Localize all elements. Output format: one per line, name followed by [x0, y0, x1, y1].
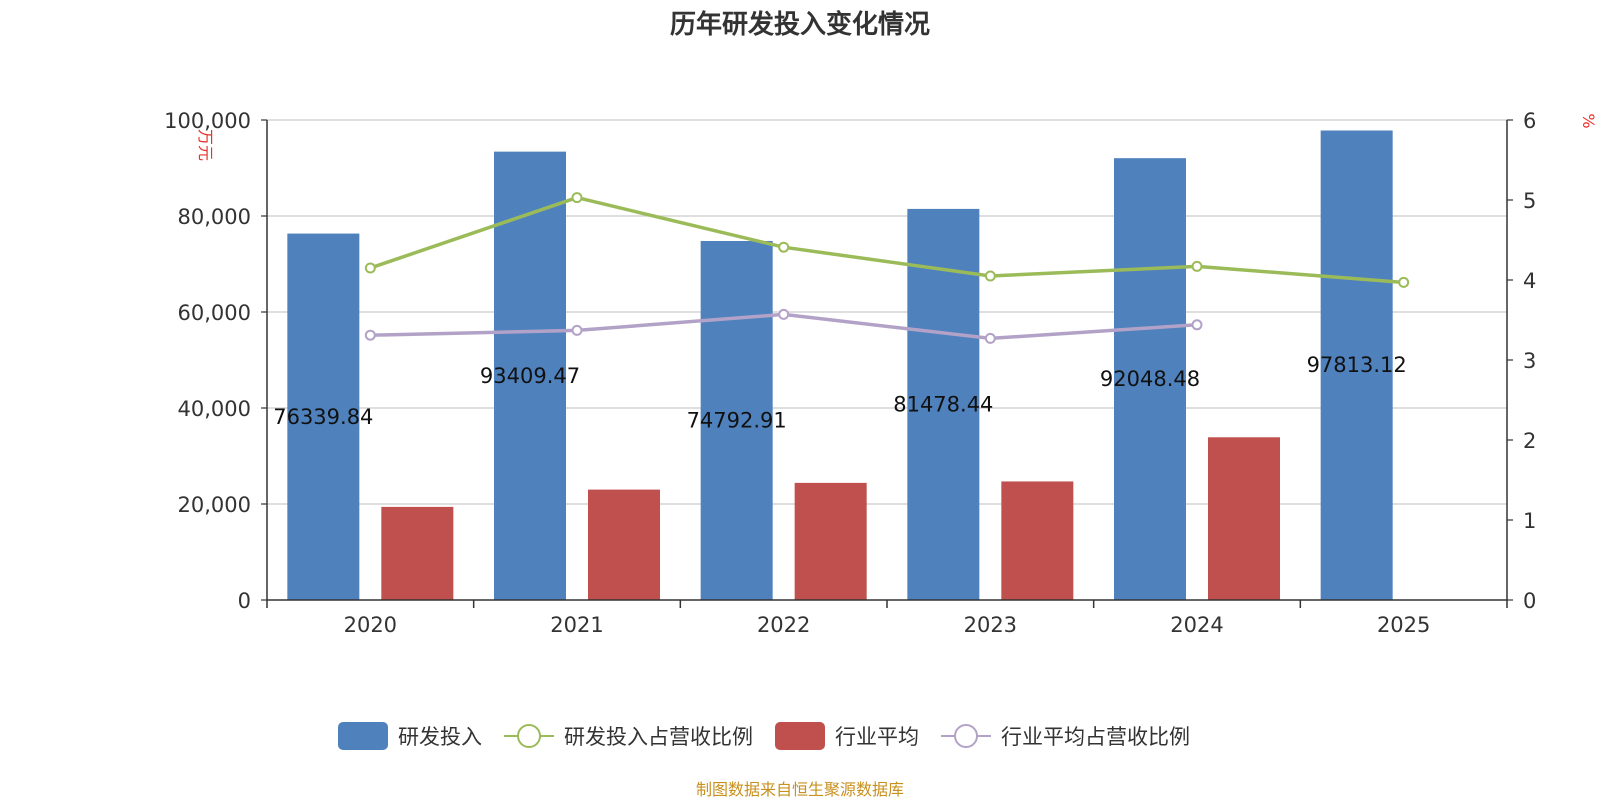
left-axis-tick-label: 40,000 — [178, 397, 251, 421]
bar-1-2024 — [1208, 437, 1280, 600]
line-point — [1398, 276, 1410, 288]
bar-0-2024 — [1114, 158, 1186, 600]
left-axis-tick-label: 80,000 — [178, 205, 251, 229]
axes: 0 20,000 40,000 60,000 80,000 100,000 0 1 2 3 4 5 6 2… — [164, 109, 1536, 637]
legend-swatch — [338, 722, 388, 750]
bar-1-2022 — [794, 482, 867, 600]
bar-0-2025 — [1320, 130, 1393, 601]
left-axis-tick-label: 100,000 — [164, 109, 251, 133]
line-point — [1191, 260, 1203, 272]
right-axis-tick-label: 2 — [1523, 429, 1536, 453]
left-axis-tick-label: 0 — [238, 589, 251, 613]
right-axis-unit: % — [1579, 113, 1598, 128]
right-axis-tick-label: 6 — [1523, 109, 1536, 133]
line-point — [571, 324, 583, 336]
right-axis-tick-label: 4 — [1523, 269, 1536, 293]
line-point — [984, 332, 996, 344]
left-axis-tick-label: 60,000 — [178, 301, 251, 325]
x-axis-tick-label: 2023 — [964, 613, 1017, 637]
bar-data-label: 92048.48 — [1100, 367, 1200, 391]
x-axis-tick-label: 2020 — [344, 613, 397, 637]
line-point — [1191, 319, 1203, 331]
line-point — [778, 308, 790, 320]
left-axis-tick-label: 20,000 — [178, 493, 251, 517]
x-axis-tick-label: 2025 — [1377, 613, 1430, 637]
lines — [364, 192, 1410, 344]
legend-item-label: 研发投入占营收比例 — [564, 725, 753, 749]
bar-0-2022 — [700, 240, 773, 601]
line-point — [984, 270, 996, 282]
bar-1-2021 — [588, 489, 660, 600]
legend-swatch — [775, 722, 825, 750]
bar-data-label: 76339.84 — [273, 405, 373, 429]
bar-0-2020 — [287, 233, 360, 600]
right-axis-tick-label: 5 — [1523, 189, 1536, 213]
legend-item-label: 行业平均占营收比例 — [1001, 725, 1190, 749]
line-point — [778, 241, 790, 253]
data-labels: 76339.84 93409.47 74792.91 81478.44 92048.48… — [273, 353, 1407, 432]
line-point — [364, 262, 376, 274]
bar-data-label: 74792.91 — [687, 408, 787, 432]
bar-data-label: 97813.12 — [1307, 353, 1407, 377]
x-axis-tick-label: 2022 — [757, 613, 810, 637]
line-point — [571, 192, 583, 204]
left-axis-unit: 万元 — [196, 129, 215, 161]
bars — [287, 130, 1393, 601]
line-point — [364, 329, 376, 341]
x-axis-tick-label: 2024 — [1170, 613, 1223, 637]
legend-swatch-marker — [954, 724, 978, 748]
bar-1-2023 — [1001, 481, 1074, 600]
bar-1-2020 — [381, 506, 454, 600]
bar-data-label: 81478.44 — [893, 392, 993, 416]
right-axis-tick-label: 1 — [1523, 509, 1536, 533]
right-axis-tick-label: 3 — [1523, 349, 1536, 373]
legend-item-label: 行业平均 — [835, 725, 919, 749]
line-series-0 — [369, 195, 1404, 285]
bar-0-2021 — [494, 151, 566, 601]
grid-lines — [267, 119, 1507, 505]
bar-data-label: 93409.47 — [480, 364, 580, 388]
source-note: 制图数据来自恒生聚源数据库 — [696, 780, 904, 799]
chart-title: 历年研发投入变化情况 — [670, 9, 930, 40]
legend: 研发投入 研发投入占营收比例 行业平均 行业平均占营收比例 — [338, 722, 1190, 750]
right-axis-tick-label: 0 — [1523, 589, 1536, 613]
legend-swatch-marker — [517, 724, 541, 748]
legend-item-label: 研发投入 — [398, 725, 482, 749]
x-axis-tick-label: 2021 — [550, 613, 603, 637]
